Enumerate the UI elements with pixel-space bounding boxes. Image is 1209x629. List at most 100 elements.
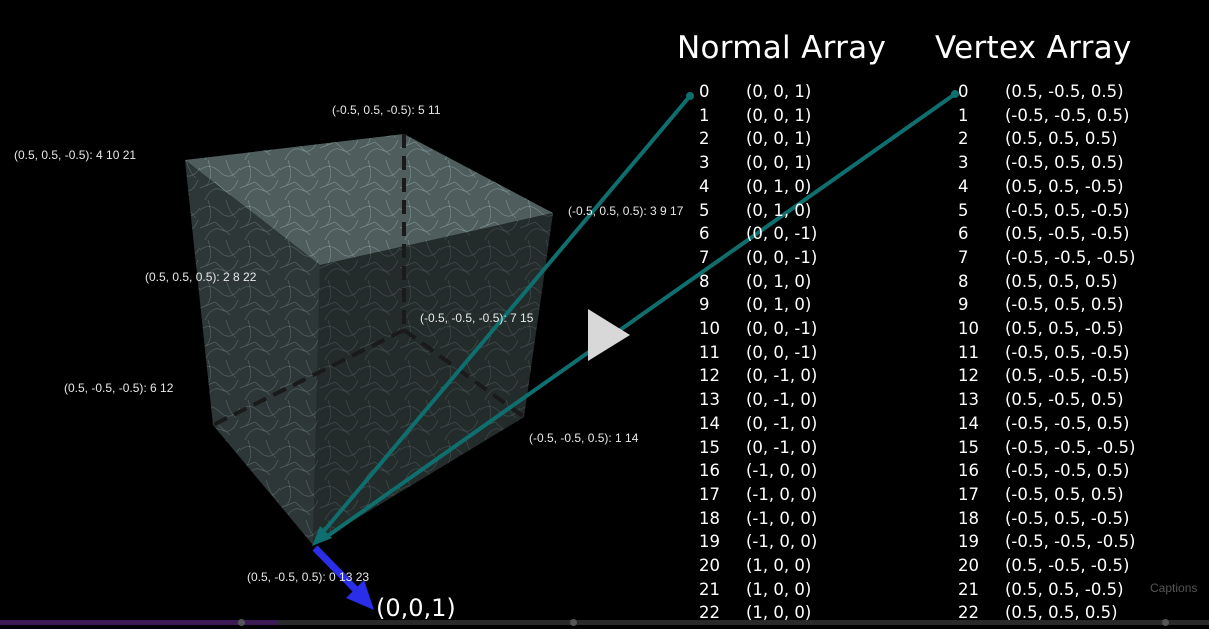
array-index: 5 [699,200,710,220]
video-progress-bar[interactable] [0,620,1209,625]
array-value: (0, 0, 1) [746,105,812,125]
normal-pointer-arrow [316,94,692,540]
array-index: 8 [958,271,969,291]
array-index: 12 [699,366,720,386]
array-value: (0.5, 0.5, 0.5) [1005,603,1118,623]
array-index: 4 [699,176,710,196]
array-index: 10 [699,319,720,338]
array-index: 19 [958,532,979,552]
array-value: (0, 1, 0) [746,176,812,196]
array-value: (0, 0, -1) [746,319,818,338]
array-index: 5 [958,200,969,220]
array-index: 11 [958,342,979,362]
array-value: (0.5, 0.5, -0.5) [1005,176,1124,196]
array-value: (0.5, -0.5, 0.5) [1005,390,1124,410]
array-value: (0, 0, -1) [746,224,818,244]
array-value: (-0.5, 0.5, -0.5) [1005,200,1130,220]
array-index: 7 [699,247,710,267]
normal-array-heading: Normal Array [677,30,887,66]
array-value: (-0.5, -0.5, 0.5) [1005,413,1130,433]
array-index: 22 [958,603,979,623]
array-index: 7 [958,247,969,267]
array-index: 18 [958,508,979,528]
captions-button[interactable]: Captions [1150,581,1198,595]
cube-front-face [313,213,553,545]
vertex-label: (-0.5, -0.5, -0.5): 7 15 [420,311,534,325]
array-index: 14 [699,413,720,433]
array-value: (0.5, 0.5, -0.5) [1005,579,1124,599]
cube-top-face [185,134,553,265]
array-value: (0, -1, 0) [746,437,818,457]
array-value: (0.5, -0.5, -0.5) [1005,366,1130,386]
array-value: (-0.5, -0.5, -0.5) [1005,247,1136,267]
array-index: 13 [699,390,720,410]
array-value: (1, 0, 0) [746,556,812,575]
array-value: (0, -1, 0) [746,413,818,433]
vertex-label: (0.5, -0.5, 0.5): 0 13 23 [247,570,370,584]
array-value: (0, 1, 0) [746,295,812,315]
scrub-marker[interactable] [570,619,577,626]
play-icon[interactable] [580,305,640,365]
normal-vector-label: (0,0,1) [376,594,456,622]
array-value: (0.5, -0.5, -0.5) [1005,556,1130,575]
array-index: 0 [958,82,969,101]
array-index: 0 [699,82,710,101]
video-progress-fill [0,620,279,625]
array-value: (0.5, 0.5, 0.5) [1005,129,1118,149]
array-value: (1, 0, 0) [746,579,812,599]
array-index: 9 [958,295,969,315]
vertex-label: (0.5, 0.5, -0.5): 4 10 21 [14,148,137,162]
array-value: (0, 0, 1) [746,82,812,101]
array-value: (-1, 0, 0) [746,461,818,481]
array-value: (-0.5, -0.5, 0.5) [1005,105,1130,125]
array-index: 2 [958,129,969,149]
array-index: 21 [958,579,979,599]
array-index: 16 [958,461,979,481]
array-index: 18 [699,508,720,528]
array-index: 1 [699,105,710,125]
vertex-label: (-0.5, -0.5, 0.5): 1 14 [529,431,639,445]
array-value: (0, 0, -1) [746,247,818,267]
array-index: 4 [958,176,969,196]
array-index: 3 [699,153,710,173]
array-index: 2 [699,129,710,149]
normal-vector-arrow [312,545,374,610]
array-index: 16 [699,461,720,481]
array-value: (-0.5, 0.5, -0.5) [1005,342,1130,362]
array-index: 17 [958,484,979,504]
array-value: (0, 1, 0) [746,271,812,291]
array-index: 13 [958,390,979,410]
array-index: 20 [958,556,979,575]
array-value: (-1, 0, 0) [746,508,818,528]
normal-pointer-dot [686,92,694,100]
array-index: 15 [699,437,720,457]
array-index: 10 [958,319,979,338]
vertex-pointer-dot [951,90,959,98]
array-index: 19 [699,532,720,552]
vertex-label: (-0.5, 0.5, 0.5): 3 9 17 [568,204,684,218]
vertex-label: (-0.5, 0.5, -0.5): 5 11 [332,103,441,117]
array-value: (-1, 0, 0) [746,532,818,552]
scrub-marker[interactable] [238,619,245,626]
scrub-marker[interactable] [1162,619,1169,626]
array-value: (0, 1, 0) [746,200,812,220]
array-index: 20 [699,556,720,575]
cube-left-face [185,160,320,545]
vertex-label: (0.5, 0.5, 0.5): 2 8 22 [145,270,257,284]
array-value: (-0.5, -0.5, -0.5) [1005,532,1136,552]
array-value: (-1, 0, 0) [746,484,818,504]
array-value: (0, 0, 1) [746,129,812,149]
array-value: (-0.5, -0.5, 0.5) [1005,461,1130,481]
vertex-array-heading: Vertex Array [935,30,1132,66]
array-value: (-0.5, 0.5, -0.5) [1005,508,1130,528]
array-index: 14 [958,413,979,433]
array-value: (0, -1, 0) [746,390,818,410]
array-index: 17 [699,484,720,504]
array-index: 3 [958,153,969,173]
array-index: 12 [958,366,979,386]
array-index: 22 [699,603,720,623]
array-index: 1 [958,105,969,125]
array-value: (0, -1, 0) [746,366,818,386]
